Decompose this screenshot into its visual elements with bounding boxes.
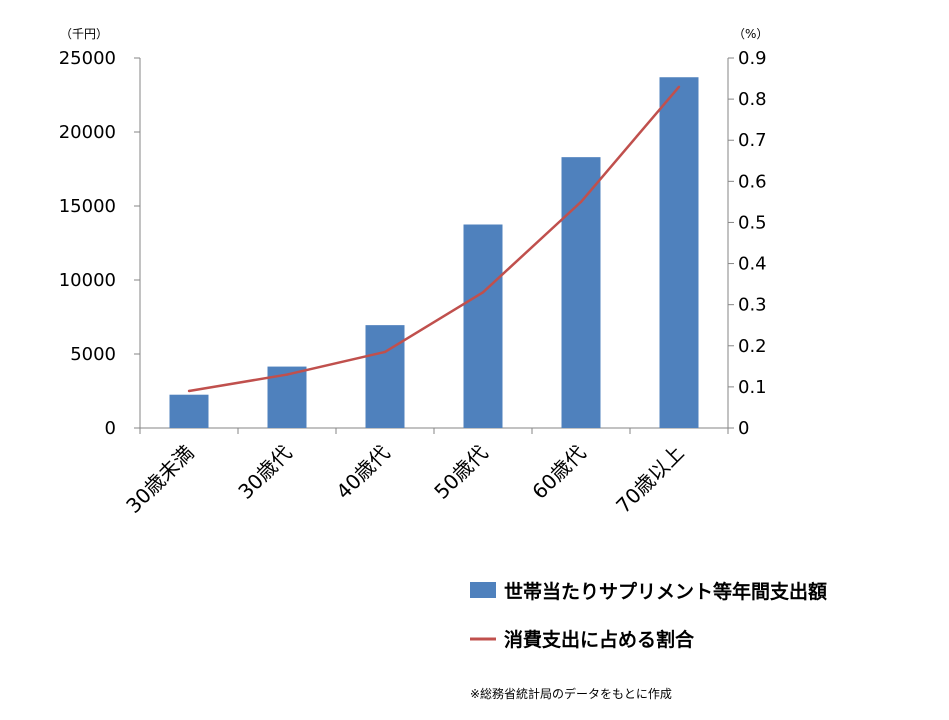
legend: 世帯当たりサプリメント等年間支出額 消費支出に占める割合 [470,580,827,651]
right-axis-unit: （%） [733,27,768,41]
right-tick-label: 0.7 [738,130,767,151]
left-tick-label: 10000 [59,270,116,291]
ratio-point [383,350,387,354]
left-axis-ticks: 0 5000 10000 15000 20000 25000 [59,48,140,439]
right-tick-label: 0.9 [738,48,767,69]
category-label: 60歳代 [527,441,590,504]
left-tick-label: 20000 [59,122,116,143]
category-label: 70歳以上 [611,441,688,518]
category-label: 30歳未満 [121,441,198,518]
bar [561,157,601,428]
right-tick-label: 0.2 [738,336,767,357]
right-tick-label: 0.1 [738,377,767,398]
legend-bar-swatch [470,582,496,598]
category-label: 40歳代 [331,441,394,504]
bar [659,77,699,429]
right-tick-label: 0.5 [738,212,767,233]
left-tick-label: 5000 [70,344,116,365]
right-tick-label: 0 [738,418,749,439]
left-tick-label: 0 [105,418,116,439]
source-note: ※総務省統計局のデータをもとに作成 [470,686,672,701]
bar [365,325,405,428]
category-label: 50歳代 [429,441,492,504]
left-tick-label: 15000 [59,196,116,217]
bar [463,224,503,428]
legend-line-label: 消費支出に占める割合 [504,628,695,651]
ratio-point [579,200,583,204]
x-axis-ticks [139,428,729,434]
legend-bar-label: 世帯当たりサプリメント等年間支出額 [504,580,827,603]
left-axis-unit: （千円） [60,27,108,41]
ratio-point [187,389,191,393]
ratio-point [677,85,681,88]
ratio-line [188,85,680,393]
right-axis-ticks: 0 0.1 0.2 0.3 0.4 0.5 0.6 0.7 0.8 0.9 [728,48,767,439]
category-labels: 30歳未満 30歳代 40歳代 50歳代 60歳代 70歳以上 [121,441,688,518]
axes [139,58,729,429]
right-tick-label: 0.3 [738,295,767,316]
right-tick-label: 0.4 [738,254,767,275]
ratio-point [285,373,289,376]
left-tick-label: 25000 [59,48,116,69]
bar [169,394,209,428]
right-tick-label: 0.8 [738,89,767,110]
category-label: 30歳代 [233,441,296,504]
bar-series [169,77,699,429]
line-series [187,85,681,393]
ratio-point [481,291,485,294]
right-tick-label: 0.6 [738,171,767,192]
